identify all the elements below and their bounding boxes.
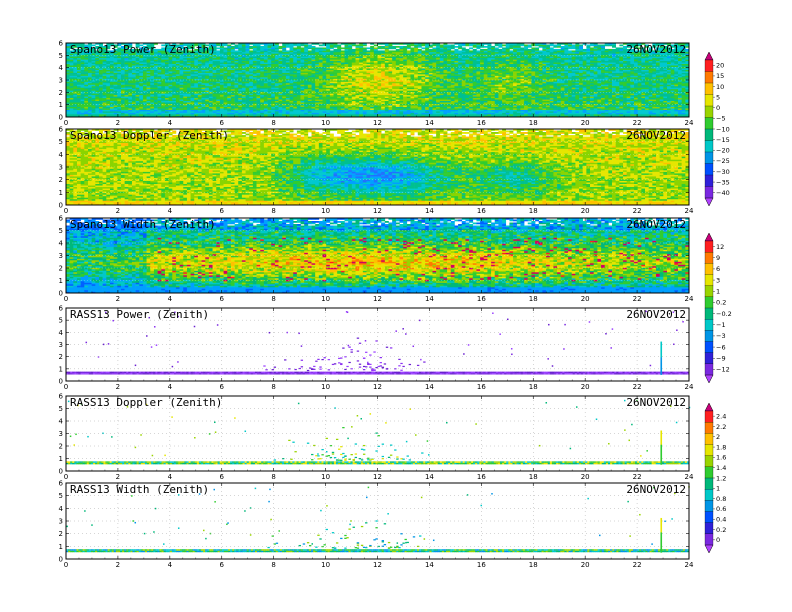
heatmap-cell	[319, 44, 323, 46]
heatmap-cell	[374, 47, 378, 49]
heatmap-cell	[216, 50, 220, 52]
heatmap-cell	[308, 50, 312, 52]
heatmap-cell	[421, 47, 425, 49]
heatmap-cell	[432, 47, 436, 49]
heatmap-cell	[410, 47, 414, 49]
heatmap-cell	[231, 46, 235, 48]
heatmap-cell	[392, 50, 396, 52]
heatmap-cell	[418, 49, 422, 51]
heatmap-cell	[396, 46, 400, 48]
heatmap-cell	[403, 46, 407, 48]
heatmap-cell	[235, 50, 239, 52]
heatmap-cell	[367, 47, 371, 49]
heatmap-cell	[352, 49, 356, 51]
heatmap-cell	[235, 44, 239, 46]
heatmap-cell	[399, 46, 403, 48]
heatmap-cell	[334, 49, 338, 51]
heatmap-cell	[363, 47, 367, 49]
heatmap-cell	[381, 46, 385, 48]
heatmap-cell	[381, 50, 385, 52]
heatmap-cell	[367, 50, 371, 52]
heatmap-cell	[323, 47, 327, 49]
heatmap-cell	[392, 46, 396, 48]
heatmap-cell	[260, 46, 264, 48]
heatmap-cell	[341, 50, 345, 52]
heatmap-cell	[308, 44, 312, 46]
heatmap-cell	[396, 49, 400, 51]
heatmap-cell	[227, 44, 231, 46]
heatmap-cell	[286, 50, 290, 52]
heatmap-cell	[429, 49, 433, 51]
heatmap-cell	[330, 50, 334, 52]
heatmap-cell	[378, 46, 382, 48]
heatmap-cell	[319, 47, 323, 49]
heatmap-cell	[249, 50, 253, 52]
heatmap-cell	[378, 50, 382, 52]
heatmap-cell	[293, 47, 297, 49]
heatmap-cell	[216, 47, 220, 49]
heatmap-cell	[315, 47, 319, 49]
heatmap-cell	[312, 46, 316, 48]
heatmap-cell	[421, 50, 425, 52]
heatmap-cell	[249, 46, 253, 48]
heatmap-cell	[279, 50, 283, 52]
heatmap-cell	[356, 44, 360, 46]
heatmap-cell	[341, 47, 345, 49]
heatmap-cell	[301, 47, 305, 49]
heatmap-cell	[407, 50, 411, 52]
heatmap-cell	[224, 47, 228, 49]
heatmap-cell	[388, 50, 392, 52]
heatmap-cell	[337, 44, 341, 46]
heatmap-cell	[370, 46, 374, 48]
heatmap-cell	[279, 46, 283, 48]
